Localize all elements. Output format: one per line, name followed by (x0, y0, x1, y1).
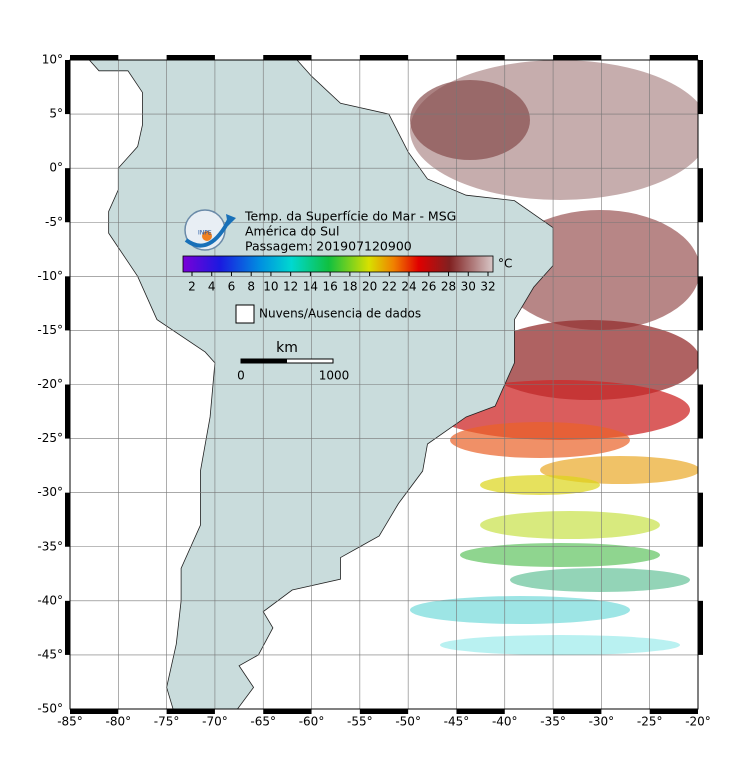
colorbar-tick-label: 14 (303, 280, 318, 294)
frame-segment (65, 384, 70, 439)
logo-text: INPE (198, 230, 212, 237)
lat-label: -35° (37, 539, 63, 553)
lon-label: -40° (492, 715, 518, 729)
lon-label: -45° (444, 715, 470, 729)
lat-label: 0° (49, 161, 63, 175)
lon-label: -80° (106, 715, 132, 729)
frame-segment (65, 276, 70, 331)
lat-label: 5° (49, 107, 63, 121)
lat-label: -20° (37, 377, 63, 391)
frame-segment (649, 55, 698, 60)
lon-label: -70° (202, 715, 228, 729)
lon-label: -55° (347, 715, 373, 729)
colorbar-tick-label: 32 (480, 280, 495, 294)
colorbar-tick-label: 18 (342, 280, 357, 294)
frame-segment (359, 709, 409, 714)
lon-label: -75° (154, 715, 180, 729)
frame-segment (65, 600, 70, 655)
frame-segment (65, 168, 70, 223)
frame-segment (553, 709, 602, 714)
legend-swatch (235, 304, 255, 324)
axis-labels: -85° -80° -75° -70° -65° -60° -55° -50° -45° -40°… (37, 53, 710, 729)
frame-segment (359, 55, 409, 60)
colorbar-tick-label: 2 (188, 280, 196, 294)
legend-label: Nuvens/Ausencia de dados (259, 307, 421, 321)
frame-segment (698, 168, 703, 223)
map-area (70, 60, 698, 709)
colorbar-tick-label: 10 (263, 280, 278, 294)
frame-segment (698, 276, 703, 331)
lat-label: -10° (37, 269, 63, 283)
frame-segment (698, 492, 703, 547)
frame-segment (263, 55, 312, 60)
frame-segment (698, 384, 703, 439)
scale-start: 0 (237, 369, 245, 383)
frame-segment (698, 600, 703, 655)
colorbar-tick-label: 22 (382, 280, 397, 294)
frame-segment (456, 709, 505, 714)
frame-segment (263, 709, 312, 714)
lon-label: -50° (395, 715, 421, 729)
title-line: América do Sul (245, 224, 339, 239)
scale-end: 1000 (319, 369, 350, 383)
colorbar (182, 255, 494, 273)
lat-label: -30° (37, 485, 63, 499)
lon-label: -35° (540, 715, 566, 729)
lon-label: -25° (637, 715, 663, 729)
frame-segment (70, 709, 119, 714)
lat-label: 10° (42, 53, 63, 67)
frame-segment (166, 709, 215, 714)
lon-label: -85° (57, 715, 83, 729)
colorbar-tick-label: 12 (283, 280, 298, 294)
lon-label: -60° (299, 715, 325, 729)
lon-label: -20° (685, 715, 711, 729)
frame-segment (553, 55, 602, 60)
colorbar-tick-label: 8 (247, 280, 255, 294)
title-line: Temp. da Superfície do Mar - MSG (244, 209, 456, 224)
colorbar-tick-label: 20 (362, 280, 377, 294)
frame-ticks (65, 55, 703, 714)
frame-segment (649, 709, 698, 714)
lat-label: -5° (45, 215, 63, 229)
colorbar-unit: °C (498, 257, 512, 271)
colorbar-ticks: 2 4 6 8 10 12 14 16 18 20 22 24 26 28 30 32 (188, 272, 496, 294)
frame-segment (698, 60, 703, 115)
colorbar-tick-label: 4 (208, 280, 216, 294)
colorbar-tick-label: 6 (228, 280, 236, 294)
frame-segment (166, 55, 215, 60)
frame-segment (65, 492, 70, 547)
lat-label: -45° (37, 647, 63, 661)
frame-segment (65, 60, 70, 115)
logo: INPE (184, 209, 236, 251)
colorbar-tick-label: 26 (421, 280, 436, 294)
frame-segment (456, 55, 505, 60)
frame-segment (70, 55, 119, 60)
scale-unit: km (276, 340, 298, 356)
lat-label: -25° (37, 431, 63, 445)
lat-label: -15° (37, 323, 63, 337)
colorbar-tick-label: 24 (401, 280, 416, 294)
title-line: Passagem: 201907120900 (245, 239, 412, 254)
colorbar-tick-label: 16 (322, 280, 337, 294)
lon-label: -30° (589, 715, 615, 729)
colorbar-tick-label: 28 (441, 280, 456, 294)
lon-label: -65° (250, 715, 276, 729)
lat-label: -50° (37, 702, 63, 716)
graticule (70, 60, 698, 709)
lat-label: -40° (37, 593, 63, 607)
colorbar-tick-label: 30 (461, 280, 476, 294)
scale-bar-segment (241, 359, 287, 363)
